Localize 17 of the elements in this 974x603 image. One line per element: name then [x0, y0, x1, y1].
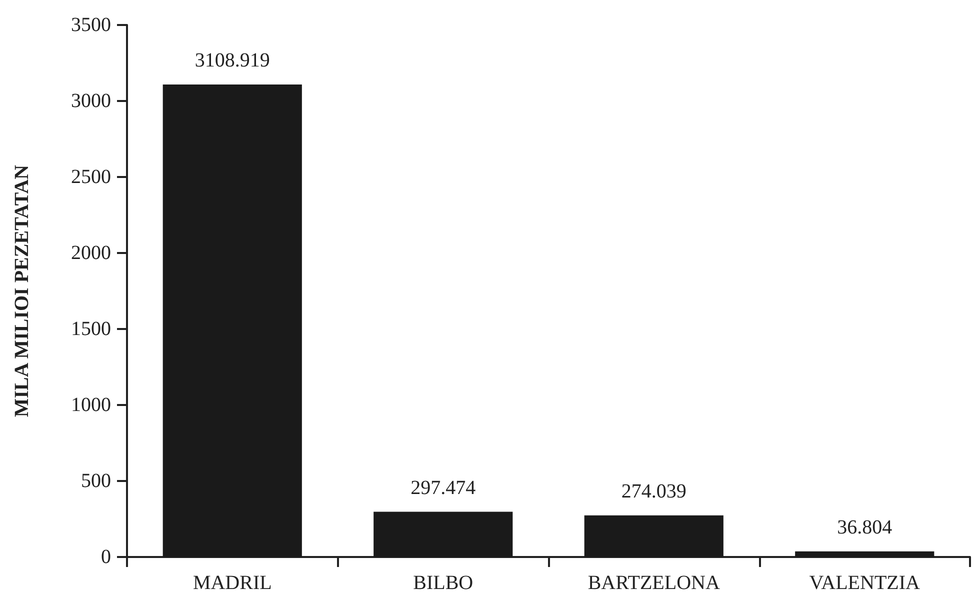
- x-tick-label: BARTZELONA: [588, 572, 720, 594]
- data-label: 3108.919: [194, 49, 270, 72]
- y-tick-label: 0: [101, 546, 111, 568]
- y-tick-label: 2500: [71, 166, 111, 188]
- y-tick-label: 3000: [71, 90, 111, 112]
- y-tick-label: 1000: [71, 394, 111, 416]
- y-tick-label: 3500: [71, 14, 111, 36]
- y-tick-label: 2000: [71, 242, 111, 264]
- x-tick-label: BILBO: [413, 572, 474, 594]
- y-tick-label: 500: [81, 470, 111, 492]
- x-tick-label: VALENTZIA: [809, 572, 921, 594]
- data-label: 274.039: [621, 480, 686, 502]
- y-tick-label: 1500: [71, 318, 111, 340]
- y-axis-title: MILA MILIOI PEZETATAN: [11, 164, 33, 418]
- data-label: 297.474: [410, 476, 476, 499]
- data-label: 36.804: [837, 516, 892, 538]
- x-tick-label: MADRIL: [192, 572, 272, 594]
